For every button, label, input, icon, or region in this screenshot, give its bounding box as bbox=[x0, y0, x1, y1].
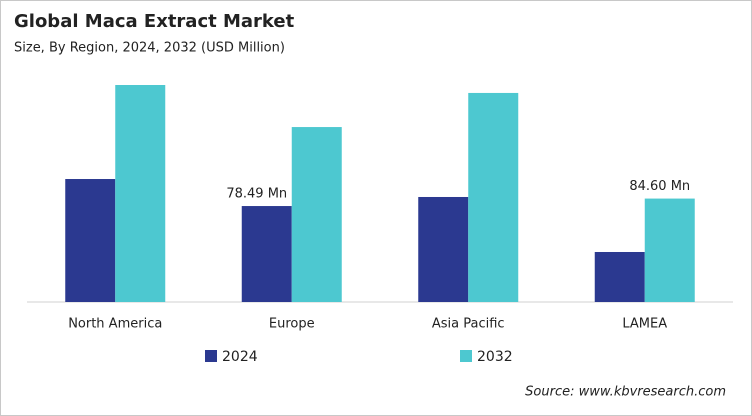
bar bbox=[65, 179, 116, 302]
bar bbox=[241, 206, 292, 302]
value-label: 84.60 Mn bbox=[629, 179, 690, 194]
bar bbox=[418, 196, 469, 302]
value-label: 78.49 Mn bbox=[226, 187, 287, 202]
chart-subtitle: Size, By Region, 2024, 2032 (USD Million… bbox=[14, 41, 285, 56]
legend-label: 2024 bbox=[222, 349, 258, 365]
x-tick-label: LAMEA bbox=[622, 317, 667, 332]
x-tick-label: North America bbox=[68, 317, 162, 332]
bar bbox=[644, 198, 695, 302]
bar bbox=[594, 251, 645, 302]
bar bbox=[115, 85, 166, 302]
x-tick-label: Europe bbox=[269, 317, 315, 332]
chart-title: Global Maca Extract Market bbox=[14, 11, 295, 32]
bar bbox=[291, 127, 342, 303]
legend-label: 2032 bbox=[477, 349, 513, 365]
bar bbox=[468, 92, 519, 303]
source: Source: www.kbvresearch.com bbox=[525, 385, 726, 400]
legend-swatch bbox=[460, 350, 472, 362]
legend-swatch bbox=[205, 350, 217, 362]
x-tick-label: Asia Pacific bbox=[432, 317, 505, 332]
